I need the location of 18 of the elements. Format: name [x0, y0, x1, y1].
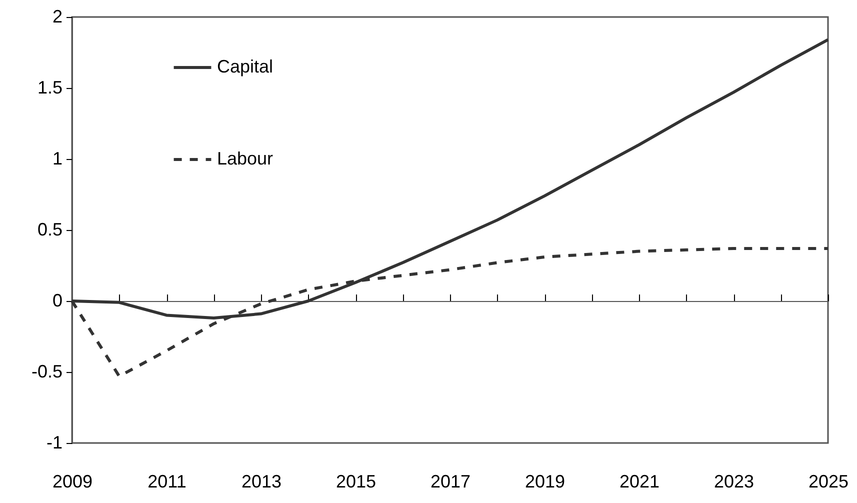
x-tick-label: 2019 [524, 472, 566, 492]
x-tick-label: 2017 [430, 472, 471, 492]
y-tick-label: 2 [52, 6, 62, 26]
x-tick-label: 2023 [714, 472, 754, 492]
y-tick-label: -1 [46, 432, 62, 452]
y-tick-label: 0.5 [37, 220, 62, 240]
y-tick-label: -0.5 [31, 362, 62, 382]
x-tick-label: 2015 [336, 472, 376, 492]
x-tick-label: 2011 [148, 472, 186, 492]
x-tick-label: 2009 [52, 472, 93, 492]
y-tick-label: 0 [52, 290, 62, 310]
legend-label: Labour [217, 148, 274, 168]
x-tick-label: 2021 [619, 472, 660, 492]
legend-label: Capital [217, 56, 274, 76]
x-tick-label: 2025 [808, 472, 849, 492]
y-tick-label: 1 [52, 148, 62, 168]
x-tick-label: 2013 [241, 472, 282, 492]
y-tick-label: 1.5 [37, 78, 62, 98]
